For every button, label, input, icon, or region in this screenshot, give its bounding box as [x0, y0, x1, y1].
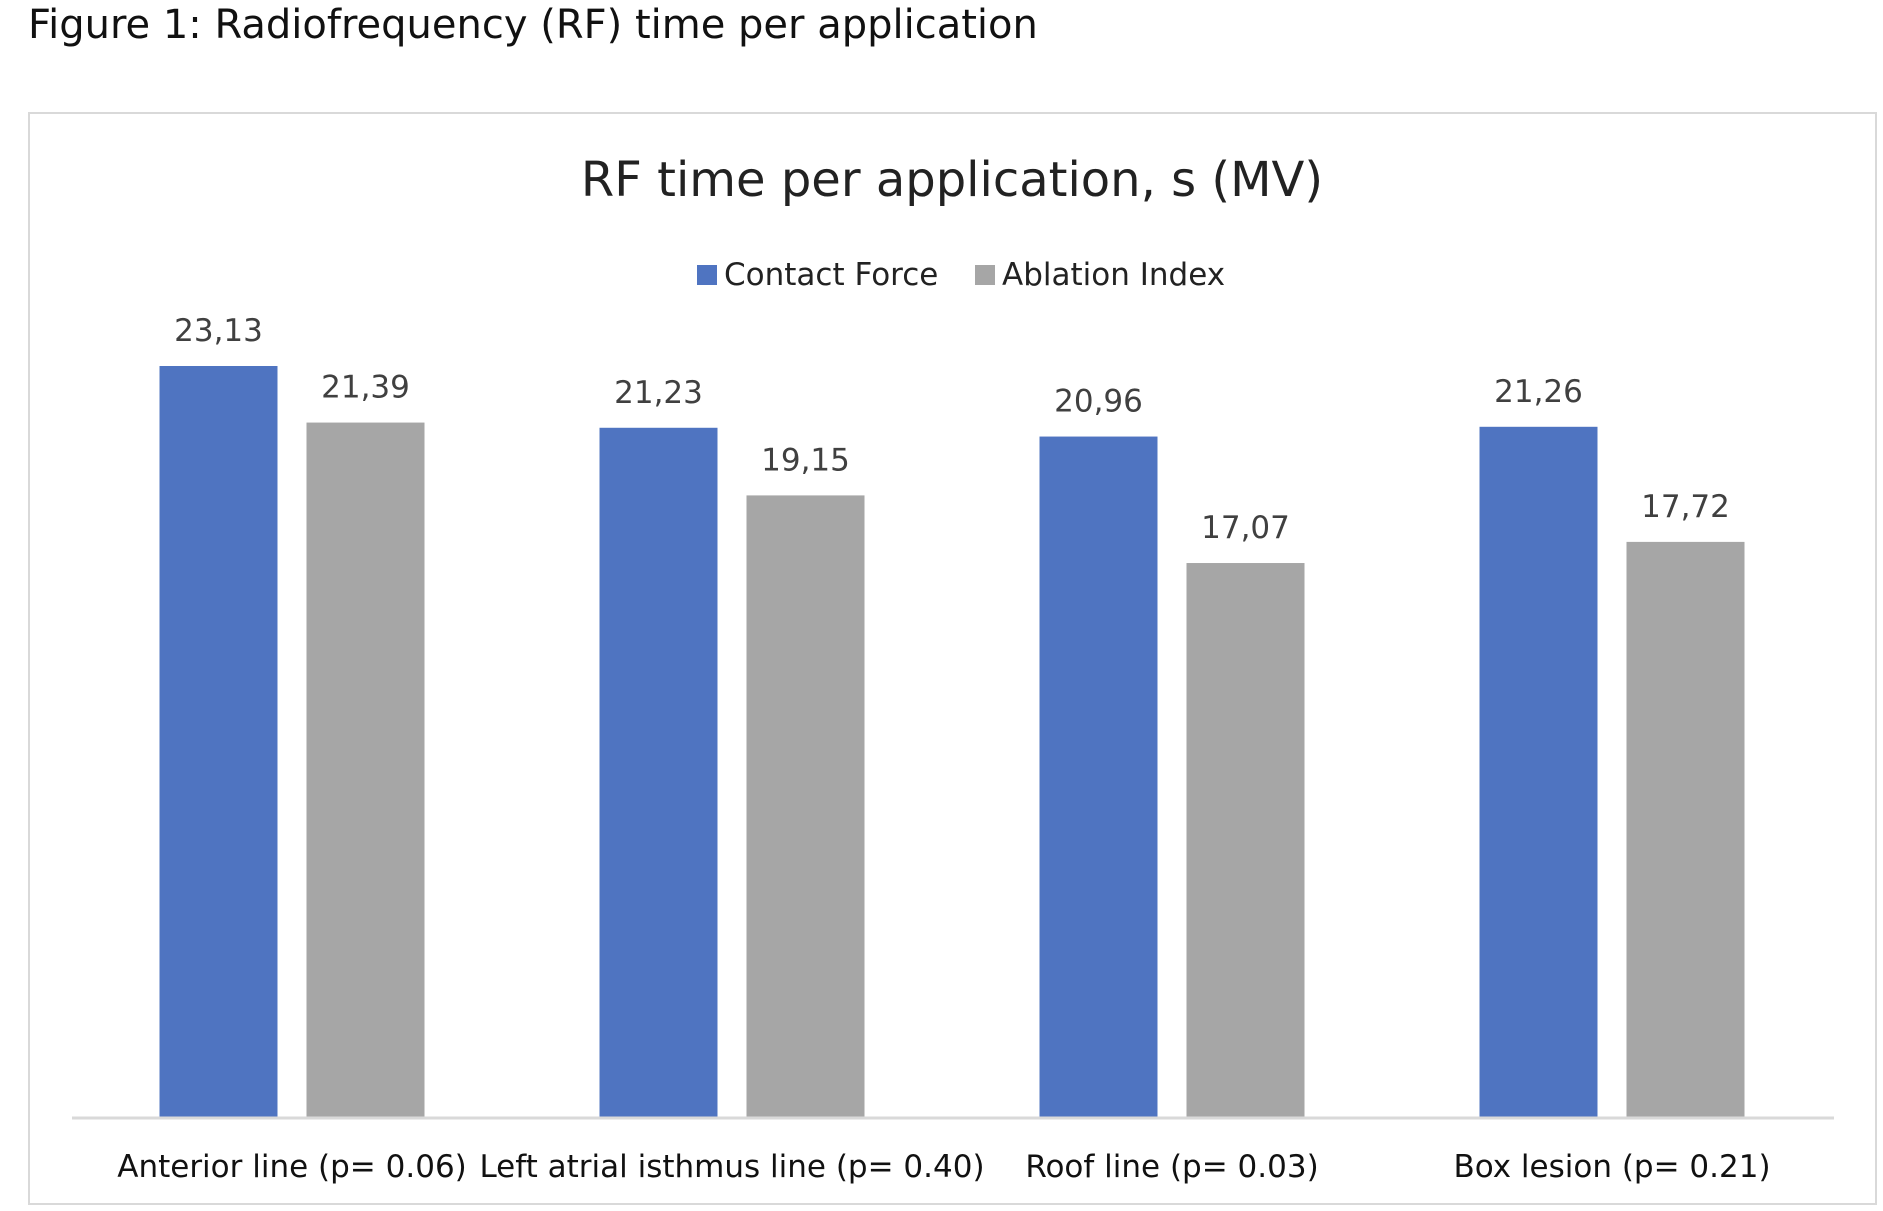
bar-contact-force-1: [159, 366, 278, 1118]
data-label: 19,15: [761, 442, 850, 478]
legend-label: Contact Force: [724, 257, 938, 293]
category-label: Anterior line (p= 0.06): [117, 1149, 467, 1185]
category-label: Left atrial isthmus line (p= 0.40): [479, 1149, 984, 1185]
bar-ablation-index-1: [306, 422, 425, 1118]
bar-contact-force-3: [1039, 436, 1158, 1119]
legend-swatch-contact-force: [697, 265, 717, 285]
category-labels: Anterior line (p= 0.06) Left atrial isthm…: [117, 1149, 1770, 1185]
data-label: 21,23: [614, 375, 703, 411]
bar-contact-force-2: [599, 427, 718, 1118]
legend: Contact Force Ablation Index: [697, 257, 1225, 293]
bars: [159, 366, 1745, 1119]
data-label: 23,13: [174, 313, 263, 349]
bar-ablation-index-3: [1186, 563, 1305, 1118]
data-label: 21,26: [1494, 374, 1583, 410]
bar-ablation-index-4: [1626, 541, 1745, 1118]
data-label: 17,72: [1641, 489, 1730, 525]
bar-ablation-index-2: [746, 495, 865, 1118]
category-label: Box lesion (p= 0.21): [1453, 1149, 1770, 1185]
legend-label: Ablation Index: [1002, 257, 1225, 293]
category-label: Roof line (p= 0.03): [1025, 1149, 1318, 1185]
data-labels: 23,13 21,39 21,23 19,15 20,96 17,07 21,26 17,72: [174, 313, 1730, 546]
data-label: 17,07: [1201, 510, 1290, 546]
data-label: 20,96: [1054, 384, 1143, 420]
chart-title: RF time per application, s (MV): [581, 152, 1323, 208]
bar-contact-force-4: [1479, 426, 1598, 1118]
data-label: 21,39: [321, 370, 410, 406]
figure-caption: Figure 1: Radiofrequency (RF) time per a…: [28, 2, 1038, 48]
legend-swatch-ablation-index: [975, 265, 995, 285]
